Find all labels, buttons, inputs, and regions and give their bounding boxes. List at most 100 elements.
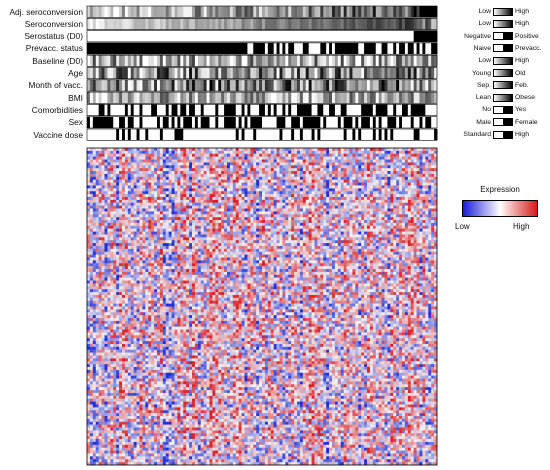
heatmap-cell [279, 148, 283, 152]
heatmap-row [87, 185, 438, 189]
heatmap-cell [308, 222, 312, 227]
annotation-track [86, 79, 438, 92]
track-cell [171, 30, 175, 42]
heatmap-cell [349, 228, 353, 232]
track-cell [209, 6, 213, 18]
heatmap-cell [399, 199, 403, 204]
track-cell [369, 18, 374, 30]
track-cell [253, 79, 257, 92]
heatmap-cell [329, 182, 333, 186]
heatmap-cell [329, 162, 333, 166]
heatmap-cell [323, 225, 327, 229]
heatmap-cell [145, 231, 149, 235]
heatmap-cell [186, 191, 190, 195]
track-cell [282, 67, 286, 79]
heatmap-cell [189, 188, 193, 192]
heatmap-cell [107, 217, 111, 221]
heatmap-cell [151, 159, 155, 163]
track-cell [241, 55, 245, 67]
track-cell [352, 6, 356, 18]
heatmap-cell [329, 214, 333, 218]
track-cell [334, 6, 339, 18]
heatmap-cell [162, 194, 167, 198]
heatmap-cell [393, 176, 397, 180]
track-cell [250, 92, 254, 104]
heatmap-cell [276, 159, 280, 163]
heatmap-cell [256, 173, 260, 178]
heatmap-cell [431, 208, 435, 212]
track-cell [390, 116, 394, 128]
track-cell [232, 6, 237, 18]
heatmap-cell [127, 159, 132, 163]
track-cell [159, 6, 164, 18]
annotation-track [86, 17, 438, 30]
heatmap-cell [262, 159, 266, 163]
heatmap-cell [355, 150, 359, 155]
track-cell [142, 55, 146, 67]
heatmap-cell [162, 150, 167, 155]
track-cell [285, 42, 289, 55]
heatmap-cell [273, 202, 277, 206]
heatmap-cell [124, 171, 129, 175]
heatmap-cell [314, 191, 318, 195]
track-cell [189, 104, 193, 116]
heatmap-cell [270, 205, 274, 209]
heatmap-cell [215, 202, 219, 206]
heatmap-cell [311, 199, 315, 204]
heatmap-cell [238, 208, 242, 212]
heatmap-cell [127, 222, 132, 227]
track-cell [142, 18, 146, 30]
heatmap-cell [229, 173, 234, 178]
heatmap-cell [352, 217, 356, 221]
heatmap-cell [372, 214, 377, 218]
heatmap-cell [139, 171, 143, 175]
track-cell [282, 129, 286, 141]
heatmap-cell [381, 208, 385, 212]
heatmap-cell [238, 171, 242, 175]
heatmap-cell [235, 225, 239, 229]
track-cell [431, 18, 435, 30]
heatmap-cell [358, 205, 362, 209]
heatmap-cell [305, 179, 309, 183]
heatmap-cell [355, 165, 359, 169]
heatmap-cell [302, 191, 307, 195]
heatmap-cell [299, 179, 304, 183]
heatmap-cell [375, 165, 379, 169]
track-cell [381, 30, 385, 42]
heatmap-cell [206, 194, 210, 198]
track-cell [270, 18, 275, 30]
heatmap-cell [419, 205, 423, 209]
heatmap-cell [101, 222, 105, 227]
track-cell [337, 6, 342, 18]
track-cell [308, 67, 312, 79]
heatmap-cell [209, 171, 213, 175]
heatmap-cell [253, 182, 257, 186]
heatmap-cell [159, 194, 164, 198]
track-cell [229, 79, 234, 92]
heatmap-cell [87, 205, 91, 209]
heatmap-cell [221, 188, 225, 192]
heatmap-cell [276, 214, 280, 218]
heatmap-cell [381, 222, 385, 227]
track-cell [98, 104, 102, 116]
track-cell [253, 42, 257, 55]
heatmap-cell [92, 194, 97, 198]
heatmap-cell [349, 150, 353, 155]
heatmap-cell [267, 196, 272, 201]
heatmap-cell [364, 182, 368, 186]
heatmap-cell [343, 202, 347, 206]
heatmap-cell [337, 231, 342, 235]
track-cell [317, 92, 321, 104]
heatmap-cell [302, 208, 307, 212]
heatmap-cell [113, 185, 117, 189]
heatmap-cell [358, 196, 362, 201]
heatmap-cell [235, 194, 239, 198]
track-cell [159, 67, 164, 79]
heatmap-cell [154, 222, 158, 227]
heatmap-cell [384, 150, 388, 155]
heatmap-cell [326, 148, 330, 152]
heatmap-cell [232, 185, 237, 189]
heatmap-cell [329, 222, 333, 227]
track-cell [241, 104, 245, 116]
track-cell [203, 30, 207, 42]
